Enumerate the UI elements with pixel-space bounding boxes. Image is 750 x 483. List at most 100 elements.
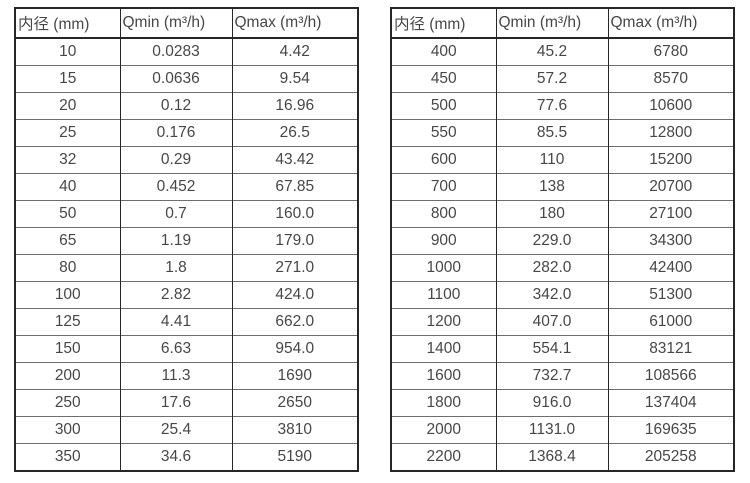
qmin-cell: 0.7: [119, 200, 232, 228]
diameter-cell: 150: [15, 335, 120, 363]
qmax-cell: 6780: [607, 38, 734, 66]
diameter-cell: 250: [15, 389, 120, 417]
column-header: Qmin (m³/h): [495, 8, 608, 39]
table-row: 32 0.29 43.42: [15, 146, 358, 174]
diameter-cell: 450: [391, 65, 496, 93]
qmin-cell: 554.1: [495, 335, 608, 363]
qmax-cell: 15200: [607, 146, 734, 174]
diameter-cell: 1100: [391, 281, 496, 309]
qmin-cell: 6.63: [119, 335, 232, 363]
qmax-cell: 1690: [231, 362, 358, 390]
qmin-cell: 11.3: [119, 362, 232, 390]
diameter-cell: 500: [391, 92, 496, 120]
diameter-cell: 400: [430, 43, 457, 60]
qmin-cell: 4.41: [119, 308, 232, 336]
qmax-cell: 16.96: [231, 92, 358, 120]
qmin-cell: 45.2: [495, 38, 608, 66]
diameter-cell: 15: [15, 65, 120, 93]
qmin-cell: 34.6: [119, 443, 232, 471]
column-header: 内径 (mm): [391, 8, 496, 39]
table-row: 600 110 15200: [391, 146, 734, 174]
diameter-cell: 20: [15, 92, 120, 120]
qmin-cell: 282.0: [495, 254, 608, 282]
qmax-cell: 662.0: [231, 308, 358, 336]
qmin-cell: 180: [495, 200, 608, 228]
qmin-cell: 0.29: [119, 146, 232, 174]
diameter-cell: 200: [15, 362, 120, 390]
qmax-cell: 34300: [607, 227, 734, 255]
diameter-cell: 1800: [391, 389, 496, 417]
table-row: 800 180 27100: [391, 200, 734, 228]
table-row: 300 25.4 3810: [15, 416, 358, 444]
table-row: 1800 916.0 137404: [391, 389, 734, 417]
table-row: 450 57.2 8570: [391, 65, 734, 93]
diameter-cell: 550: [391, 119, 496, 147]
qmax-cell: 3810: [231, 416, 358, 444]
qmin-cell: 1.8: [119, 254, 232, 282]
column-header: Qmax (m³/h): [607, 8, 734, 39]
diameter-cell: 32: [15, 146, 120, 174]
qmin-cell: 85.5: [495, 119, 608, 147]
qmin-cell: 17.6: [119, 389, 232, 417]
qmin-cell: 407.0: [495, 308, 608, 336]
flow-table-small-diameters: 内径 (mm) Qmin (m³/h) Qmax (m³/h) 10 0.0283 4.4…: [14, 7, 359, 472]
flow-table-large-diameters: 内径 (mm) Qmin (m³/h) Qmax (m³/h) 400 45.2 6780…: [390, 7, 735, 472]
table-row: 500 77.6 10600: [391, 92, 734, 120]
qmax-cell: 954.0: [231, 335, 358, 363]
table-row: 700 138 20700: [391, 173, 734, 201]
qmax-cell: 5190: [231, 443, 358, 471]
column-header: Qmin (m³/h): [119, 8, 232, 39]
diameter-cell: 2200: [391, 443, 496, 471]
qmax-cell: 108566: [607, 362, 734, 390]
table-row: 100 2.82 424.0: [15, 281, 358, 309]
diameter-cell: 350: [15, 443, 120, 471]
diameter-cell: 125: [15, 308, 120, 336]
table-row: 250 17.6 2650: [15, 389, 358, 417]
qmin-cell: 229.0: [495, 227, 608, 255]
qmin-cell: 0.176: [119, 119, 232, 147]
flow-rate-tables-page: 内径 (mm) Qmin (m³/h) Qmax (m³/h) 10 0.0283 4.4…: [14, 7, 735, 472]
qmax-cell: 43.42: [231, 146, 358, 174]
qmax-cell: 10600: [607, 92, 734, 120]
diameter-cell: 700: [391, 173, 496, 201]
diameter-cell: 65: [15, 227, 120, 255]
qmin-cell: 1368.4: [495, 443, 608, 471]
table-row: 40 0.452 67.85: [15, 173, 358, 201]
column-header: Qmax (m³/h): [231, 8, 358, 39]
qmin-cell: 25.4: [119, 416, 232, 444]
qmax-cell: 20700: [607, 173, 734, 201]
qmax-cell: 4.42: [231, 38, 358, 66]
table-row: 1600 732.7 108566: [391, 362, 734, 390]
qmax-cell: 42400: [607, 254, 734, 282]
table-row: 15 0.0636 9.54: [15, 65, 358, 93]
table-row: 25 0.176 26.5: [15, 119, 358, 147]
qmax-cell: 51300: [607, 281, 734, 309]
table-row: 20 0.12 16.96: [15, 92, 358, 120]
qmin-cell: 1131.0: [495, 416, 608, 444]
qmax-cell: 8570: [607, 65, 734, 93]
qmax-cell: 83121: [607, 335, 734, 363]
table-row: 400 45.2 6780: [391, 38, 734, 66]
table-row: 125 4.41 662.0: [15, 308, 358, 336]
qmin-cell: 1.19: [119, 227, 232, 255]
table-row: 1400 554.1 83121: [391, 335, 734, 363]
qmax-cell: 169635: [607, 416, 734, 444]
qmax-cell: 2650: [231, 389, 358, 417]
diameter-cell: 1600: [391, 362, 496, 390]
diameter-cell: 80: [15, 254, 120, 282]
table-row: 10 0.0283 4.42: [15, 38, 358, 66]
qmin-cell: 0.0283: [119, 38, 232, 66]
qmin-cell: 0.452: [119, 173, 232, 201]
qmax-cell: 424.0: [231, 281, 358, 309]
qmin-cell: 77.6: [495, 92, 608, 120]
qmin-cell: 2.82: [119, 281, 232, 309]
qmax-cell: 160.0: [231, 200, 358, 228]
table-row: 150 6.63 954.0: [15, 335, 358, 363]
table-row: 200 11.3 1690: [15, 362, 358, 390]
diameter-cell: 900: [391, 227, 496, 255]
qmin-cell: 916.0: [495, 389, 608, 417]
header-row: 内径 (mm) Qmin (m³/h) Qmax (m³/h): [15, 8, 358, 39]
diameter-cell: 600: [391, 146, 496, 174]
qmax-cell: 205258: [607, 443, 734, 471]
table-row: 1200 407.0 61000: [391, 308, 734, 336]
